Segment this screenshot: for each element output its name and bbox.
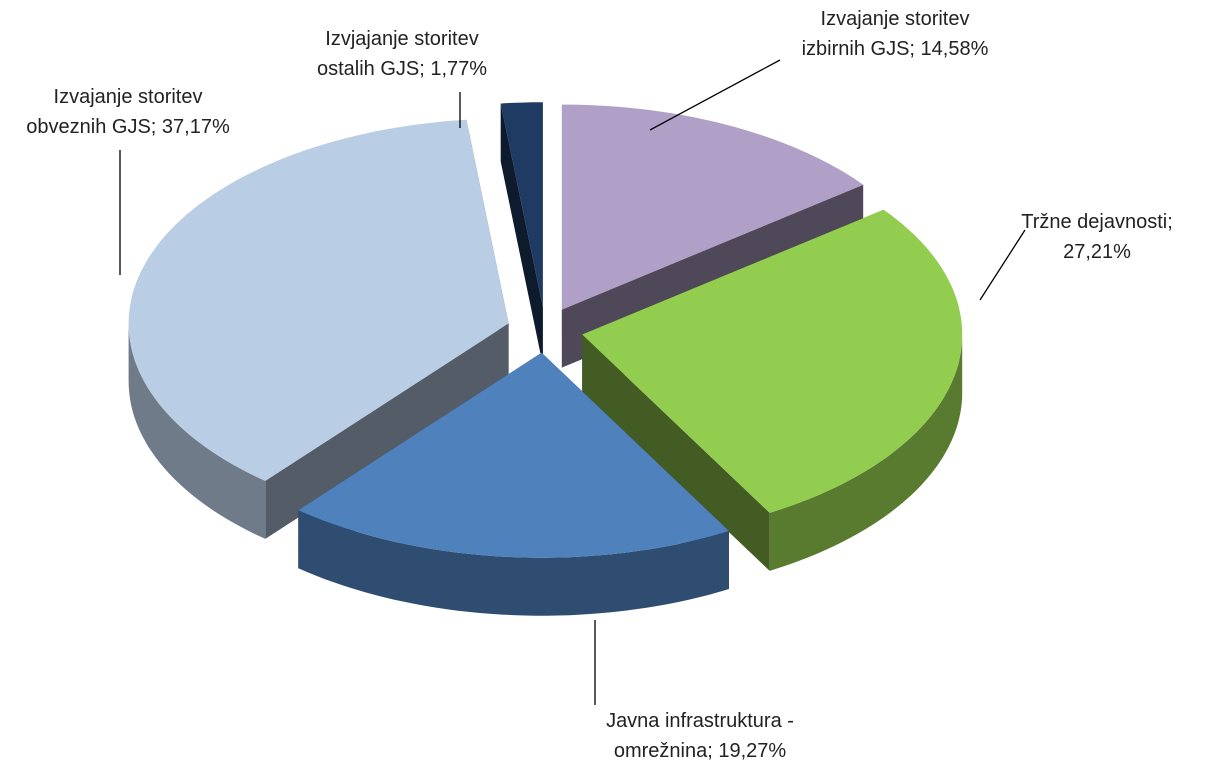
slice <box>582 209 963 571</box>
data-label: Izvajanje storitev izbirnih GJS; 14,58% <box>802 8 989 60</box>
slice-edge <box>500 103 543 366</box>
slice-side <box>128 323 266 539</box>
data-label: Tržne dejavnosti; 27,21% <box>1021 211 1173 263</box>
leader-line <box>979 229 1026 301</box>
slice-side <box>298 510 729 616</box>
slice <box>298 352 729 616</box>
leader-line <box>649 59 781 131</box>
slice <box>128 119 509 539</box>
slice-top <box>561 104 864 310</box>
slice-top <box>582 209 963 513</box>
slice-top <box>298 352 729 558</box>
data-label: Izvajanje storitev obveznih GJS; 37,17% <box>26 86 230 138</box>
data-label: Javna infrastruktura -omrežnina; 19,27% <box>606 710 794 762</box>
slice-side <box>769 334 963 571</box>
slice-top <box>500 102 543 308</box>
data-label: Izvjajanje storitev ostalih GJS; 1,77% <box>317 28 487 80</box>
slice-edge <box>582 334 770 571</box>
slice-edge <box>265 323 509 539</box>
slice <box>500 102 543 366</box>
slice-top <box>128 119 509 481</box>
